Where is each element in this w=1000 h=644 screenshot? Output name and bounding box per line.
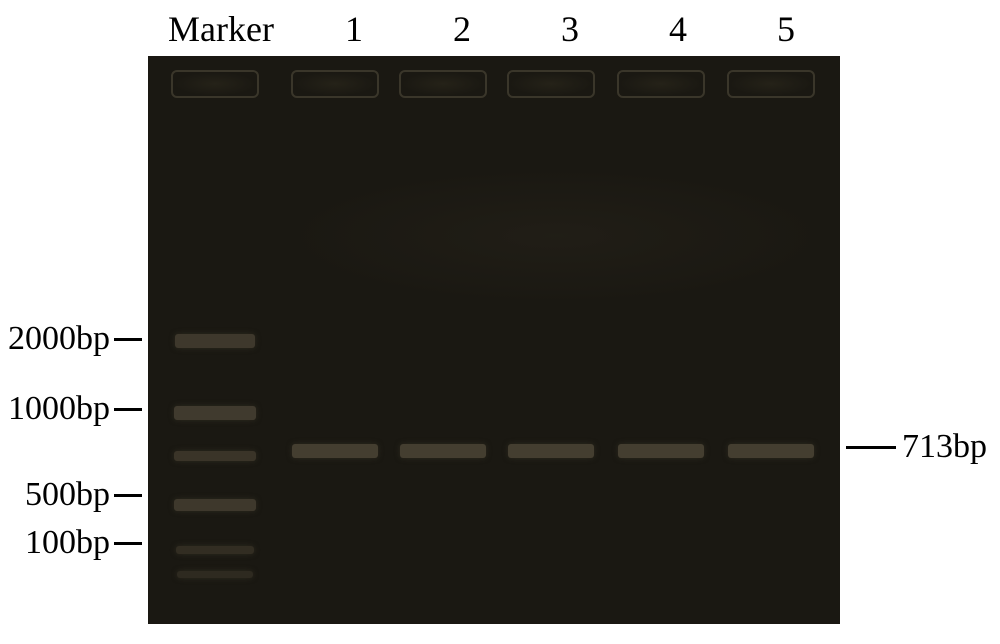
sample-band-1 [292, 444, 378, 458]
sample-well-3 [507, 70, 595, 98]
marker-lane [160, 56, 270, 624]
sample-band-3 [508, 444, 594, 458]
sample-lane-4 [606, 56, 716, 624]
sample-band-5 [728, 444, 814, 458]
sample-lane-1 [280, 56, 390, 624]
lane-label-2: 2 [408, 8, 516, 50]
sample-well-1 [291, 70, 379, 98]
lane-labels-row: Marker 1 2 3 4 5 [142, 8, 840, 50]
pointer-dash [114, 542, 142, 545]
marker-band-250bp [176, 546, 254, 554]
marker-band-500bp [174, 499, 256, 511]
lane-label-4: 4 [624, 8, 732, 50]
marker-band-100bp [177, 571, 253, 578]
sample-lane-3 [496, 56, 606, 624]
size-label-100bp: 100bp [25, 524, 142, 562]
sample-band-4 [618, 444, 704, 458]
sample-well-2 [399, 70, 487, 98]
pointer-dash [114, 408, 142, 411]
size-label-text-100: 100bp [25, 524, 110, 562]
sample-well-4 [617, 70, 705, 98]
marker-well [171, 70, 259, 98]
marker-band-1000bp [174, 406, 256, 420]
size-label-text-713: 713bp [902, 428, 987, 466]
gel-figure: Marker 1 2 3 4 5 [0, 0, 1000, 644]
size-label-text-1000: 1000bp [8, 390, 110, 428]
sample-well-5 [727, 70, 815, 98]
lane-label-5: 5 [732, 8, 840, 50]
lane-label-marker: Marker [142, 8, 300, 50]
pointer-dash [114, 338, 142, 341]
size-label-text-2000: 2000bp [8, 320, 110, 358]
size-label-text-500: 500bp [25, 476, 110, 514]
sample-band-2 [400, 444, 486, 458]
size-label-500bp: 500bp [25, 476, 142, 514]
sample-lane-5 [716, 56, 826, 624]
gel-image [148, 56, 840, 624]
sample-lane-2 [388, 56, 498, 624]
lane-label-3: 3 [516, 8, 624, 50]
lane-label-1: 1 [300, 8, 408, 50]
size-label-1000bp: 1000bp [8, 390, 142, 428]
pointer-dash [114, 494, 142, 497]
size-label-713bp: 713bp [846, 428, 987, 466]
marker-band-750bp [174, 451, 256, 461]
size-label-2000bp: 2000bp [8, 320, 142, 358]
marker-band-2000bp [175, 334, 255, 348]
pointer-dash [846, 446, 896, 449]
